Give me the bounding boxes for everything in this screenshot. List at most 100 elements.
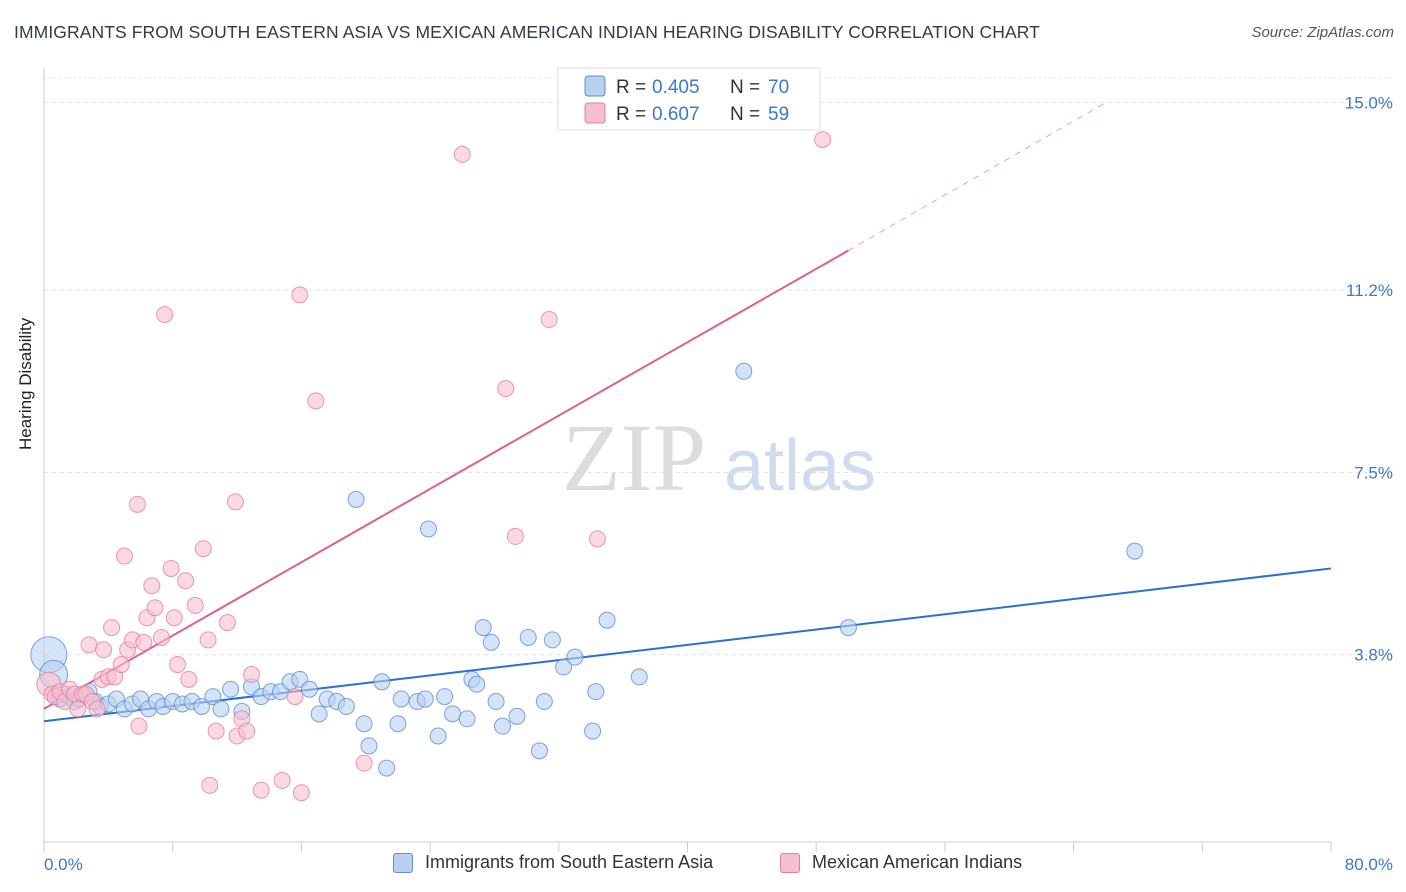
y-tick-label: 11.2% (1346, 281, 1393, 300)
legend-n-value-1: 70 (768, 77, 789, 98)
y-tick-label: 15.0% (1345, 94, 1393, 113)
point-south-eastern-asia (555, 658, 573, 676)
point-mexican-american-indians (80, 636, 98, 654)
point-mexican-american-indians (146, 599, 164, 617)
point-mexican-american-indians (453, 145, 471, 163)
point-mexican-american-indians (286, 688, 304, 706)
point-mexican-american-indians (135, 633, 153, 651)
point-south-eastern-asia (360, 737, 378, 755)
legend-n-label-1: N = (730, 77, 760, 98)
point-mexican-american-indians (201, 776, 219, 794)
point-south-eastern-asia (543, 631, 561, 649)
watermark-zip: ZIP (562, 404, 706, 511)
point-mexican-american-indians (291, 286, 309, 304)
watermark: ZIP atlas (562, 404, 876, 511)
watermark-atlas: atlas (724, 426, 876, 506)
point-mexican-american-indians (814, 131, 832, 149)
point-south-eastern-asia (416, 690, 434, 708)
point-mexican-american-indians (199, 631, 217, 649)
point-south-eastern-asia (468, 675, 486, 693)
legend-box: R = 0.405 N = 70 R = 0.607 N = 59 (557, 67, 821, 131)
trend-line-pink (43, 249, 849, 710)
y-tick-labels: 3.8% 7.5% 11.2% 15.0% (1345, 94, 1393, 665)
point-mexican-american-indians (506, 527, 524, 545)
x-tick-label: 80.0% (1345, 855, 1393, 874)
legend-item-pink: Mexican American Indians (780, 852, 1022, 873)
legend-n-label-2: N = (730, 104, 760, 125)
point-mexican-american-indians (218, 614, 236, 632)
legend-swatch-blue-bottom (393, 852, 413, 873)
point-south-eastern-asia (508, 707, 526, 725)
point-mexican-american-indians (115, 547, 133, 565)
x-tick-label: 0.0% (44, 855, 83, 874)
point-mexican-american-indians (273, 771, 291, 789)
point-mexican-american-indians (103, 619, 121, 637)
point-mexican-american-indians (186, 596, 204, 614)
point-mexican-american-indians (497, 380, 515, 398)
point-south-eastern-asia (300, 680, 318, 698)
point-mexican-american-indians (88, 700, 106, 718)
legend-swatch-pink-bottom (780, 852, 800, 873)
point-south-eastern-asia (436, 688, 454, 706)
point-mexican-american-indians (169, 656, 187, 674)
point-south-eastern-asia (839, 619, 857, 637)
legend-swatch-blue (584, 75, 606, 97)
legend-r-label-2: R = (616, 104, 646, 125)
point-mexican-american-indians (69, 700, 87, 718)
point-mexican-american-indians (243, 665, 261, 683)
point-south-eastern-asia (204, 688, 222, 706)
point-south-eastern-asia (212, 700, 230, 718)
legend-item-blue: Immigrants from South Eastern Asia (393, 852, 713, 873)
point-mexican-american-indians (238, 722, 256, 740)
point-mexican-american-indians (152, 628, 170, 646)
point-mexican-american-indians (177, 572, 195, 590)
point-south-eastern-asia (535, 693, 553, 711)
chart-title: IMMIGRANTS FROM SOUTH EASTERN ASIA VS ME… (14, 22, 1040, 42)
point-mexican-american-indians (292, 784, 310, 802)
data-points (30, 131, 1144, 802)
legend-swatch-pink (584, 102, 606, 124)
point-south-eastern-asia (355, 715, 373, 733)
point-south-eastern-asia (493, 717, 511, 735)
point-south-eastern-asia (1126, 542, 1144, 560)
point-mexican-american-indians (588, 530, 606, 548)
point-south-eastern-asia (598, 611, 616, 629)
point-south-eastern-asia (530, 742, 548, 760)
point-south-eastern-asia (337, 697, 355, 715)
point-mexican-american-indians (162, 559, 180, 577)
legend-bottom: Immigrants from South Eastern Asia Mexic… (0, 852, 1406, 878)
point-mexican-american-indians (226, 493, 244, 511)
point-mexican-american-indians (165, 609, 183, 627)
point-mexican-american-indians (540, 311, 558, 329)
point-south-eastern-asia (222, 680, 240, 698)
point-mexican-american-indians (112, 656, 130, 674)
point-south-eastern-asia (519, 628, 537, 646)
point-mexican-american-indians (194, 540, 212, 558)
point-south-eastern-asia (566, 648, 584, 666)
y-tick-label: 7.5% (1354, 463, 1393, 482)
legend-r-value-2: 0.607 (652, 104, 700, 125)
point-mexican-american-indians (143, 577, 161, 595)
point-mexican-american-indians (130, 717, 148, 735)
legend-r-label-1: R = (616, 77, 646, 98)
point-south-eastern-asia (389, 715, 407, 733)
y-tick-label: 3.8% (1354, 646, 1393, 665)
point-south-eastern-asia (587, 683, 605, 701)
axes (43, 68, 1332, 852)
point-south-eastern-asia (584, 722, 602, 740)
trend-line-pink-extension (848, 102, 1107, 251)
point-south-eastern-asia (735, 362, 753, 380)
gridlines (44, 77, 1392, 656)
point-south-eastern-asia (378, 759, 396, 777)
point-mexican-american-indians (156, 306, 174, 324)
point-south-eastern-asia (487, 693, 505, 711)
legend-n-value-2: 59 (768, 104, 789, 125)
point-south-eastern-asia (474, 619, 492, 637)
trend-line-blue (43, 567, 1332, 723)
point-mexican-american-indians (355, 754, 373, 772)
point-mexican-american-indians (207, 722, 225, 740)
legend-r-value-1: 0.405 (652, 77, 700, 98)
point-south-eastern-asia (373, 673, 391, 691)
point-south-eastern-asia (310, 705, 328, 723)
